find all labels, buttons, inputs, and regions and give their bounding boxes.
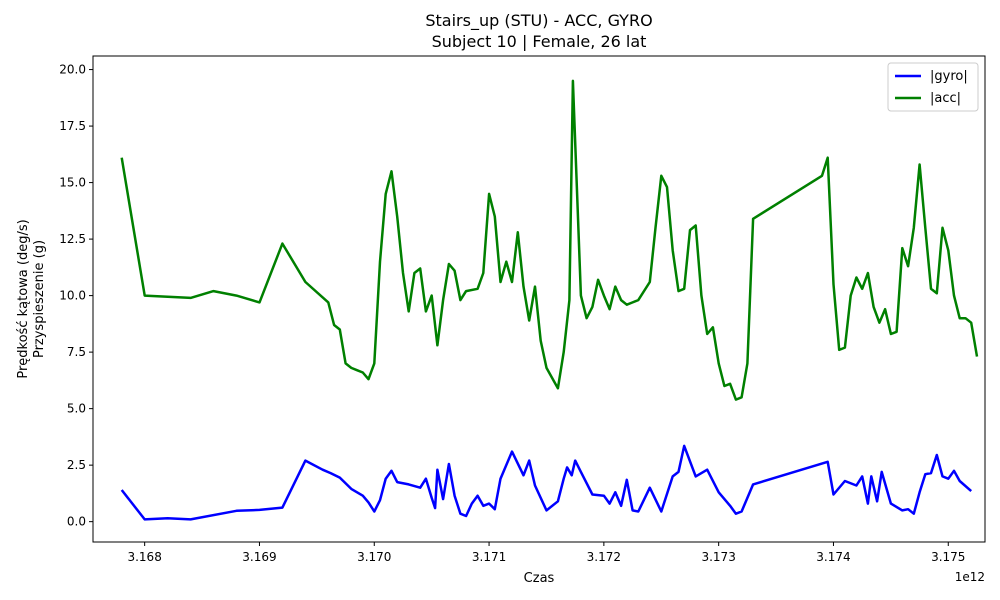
plot-frame bbox=[92, 55, 986, 543]
x-axis-label: Czas bbox=[524, 571, 555, 586]
y-tick-label: 12.5 bbox=[59, 232, 86, 246]
series-line-acc bbox=[120, 79, 979, 401]
y-tick-label: 10.0 bbox=[59, 289, 86, 303]
x-tick-label: 3.175 bbox=[931, 550, 965, 564]
y-axis-label-line1: Prędkość kątowa (deg/s) bbox=[16, 219, 31, 378]
y-tick-label: 15.0 bbox=[59, 176, 86, 190]
x-tick-label: 3.171 bbox=[472, 550, 506, 564]
x-axis-offset-label: 1e12 bbox=[955, 570, 985, 584]
x-tick-label: 3.174 bbox=[816, 550, 850, 564]
y-tick-label: 20.0 bbox=[59, 63, 86, 77]
legend-label-acc: |acc| bbox=[930, 91, 961, 106]
y-tick-label: 2.5 bbox=[67, 458, 86, 472]
y-tick-label: 17.5 bbox=[59, 119, 86, 133]
y-axis-label-group: Prędkość kątowa (deg/s) Przyspieszenie (… bbox=[16, 219, 47, 378]
legend-label-gyro: |gyro| bbox=[930, 69, 968, 84]
x-tick-label: 3.168 bbox=[127, 550, 161, 564]
plot-area: 3.168 3.169 3.170 3.171 3.172 3.173 3.174 3.175… bbox=[59, 55, 986, 564]
series-line-gyro bbox=[120, 444, 973, 521]
x-tick-label: 3.172 bbox=[587, 550, 621, 564]
x-tick-label: 3.169 bbox=[242, 550, 276, 564]
legend: |gyro| |acc| bbox=[887, 62, 979, 112]
y-axis-label-line2: Przyspieszenie (g) bbox=[32, 240, 47, 358]
series-layer bbox=[120, 79, 979, 521]
x-tick-label: 3.173 bbox=[701, 550, 735, 564]
chart-title: Stairs_up (STU) - ACC, GYRO bbox=[425, 11, 652, 31]
y-tick-label: 7.5 bbox=[67, 345, 86, 359]
chart-subtitle: Subject 10 | Female, 26 lat bbox=[432, 32, 647, 51]
x-axis-ticks: 3.168 3.169 3.170 3.171 3.172 3.173 3.174 3.175 bbox=[127, 542, 965, 564]
y-axis-ticks: 0.0 2.5 5.0 7.5 10.0 12.5 15.0 17.5 20.0 bbox=[59, 63, 93, 529]
y-tick-label: 0.0 bbox=[67, 515, 86, 529]
x-tick-label: 3.170 bbox=[357, 550, 391, 564]
y-tick-label: 5.0 bbox=[67, 402, 86, 416]
